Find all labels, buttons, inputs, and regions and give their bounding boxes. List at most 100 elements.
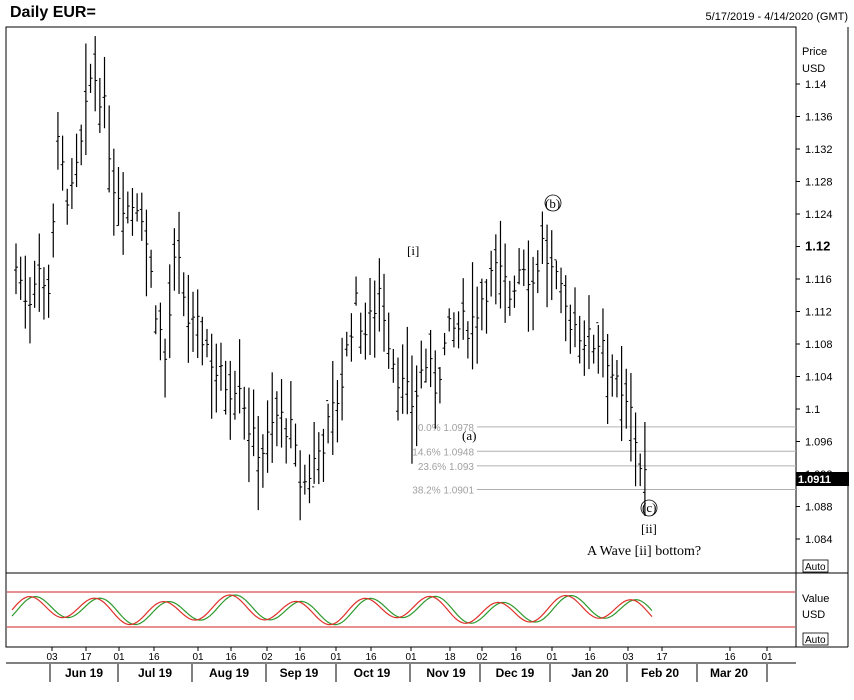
- ohlc-bar: [610, 354, 615, 397]
- ohlc-bar: [456, 311, 461, 349]
- ohlc-bar: [633, 412, 638, 487]
- price-axis-unit: USD: [802, 63, 825, 75]
- oscillator-k-line: [11, 594, 653, 626]
- ohlc-bar: [489, 250, 494, 297]
- month-label: Mar 20: [710, 666, 748, 680]
- ohlc-bar: [41, 267, 46, 320]
- wave-comment: A Wave [ii] bottom?: [587, 544, 701, 559]
- wave-label-i: [i]: [407, 243, 419, 258]
- ohlc-bar: [321, 428, 326, 482]
- price-tick-label: 1.116: [805, 274, 832, 286]
- day-tick-label: 16: [510, 652, 522, 663]
- fibonacci-levels: 0.0% 1.0978 14.6% 1.0948 23.6% 1.093 38.2% …: [412, 423, 796, 496]
- ohlc-bar: [624, 368, 629, 429]
- ohlc-bar: [130, 188, 135, 236]
- ohlc-bar: [470, 262, 475, 370]
- price-tick-label: 1.124: [805, 209, 833, 221]
- ohlc-bar: [312, 422, 317, 488]
- ohlc-bar: [14, 243, 18, 295]
- price-axis-ticks: 1.14 1.136 1.132 1.128 1.124 1.12 1.116 1.112 1.…: [796, 79, 833, 546]
- day-tick-label: 16: [724, 652, 736, 663]
- ohlc-bar: [88, 63, 93, 93]
- ohlc-bar: [414, 365, 419, 447]
- price-auto-label: Auto: [805, 562, 826, 573]
- ohlc-bar: [60, 135, 65, 191]
- day-tick-label: 17: [80, 652, 92, 663]
- price-tick-label: 1.084: [805, 534, 833, 546]
- ohlc-bar: [512, 275, 517, 308]
- ohlc-bar: [204, 328, 209, 358]
- ohlc-bar: [484, 279, 489, 334]
- ohlc-bar: [284, 418, 289, 464]
- price-pane-frame: [5, 26, 797, 574]
- price-auto-button[interactable]: [802, 559, 829, 573]
- ohlc-bar: [386, 312, 391, 369]
- last-price-value: 1.0911: [798, 474, 831, 486]
- ohlc-bar: [475, 286, 480, 364]
- ohlc-bar: [451, 312, 456, 348]
- ohlc-bar: [79, 124, 84, 166]
- ohlc-bar: [573, 287, 578, 348]
- ohlc-bar: [340, 337, 345, 421]
- ohlc-bar: [274, 391, 279, 447]
- wave-label-ii: [ii]: [641, 521, 657, 536]
- ohlc-bar: [372, 280, 377, 358]
- ohlc-bar: [423, 348, 428, 383]
- wave-label-c: (c): [642, 500, 656, 515]
- ohlc-bar: [554, 259, 559, 290]
- ohlc-bar: [55, 112, 60, 170]
- ohlc-bar: [158, 302, 163, 361]
- fib-level-label: 0.0% 1.0978: [418, 423, 475, 434]
- ohlc-bar: [540, 211, 545, 265]
- ohlc-bar: [330, 360, 335, 456]
- indicator-axis-unit: USD: [802, 609, 825, 621]
- ohlc-bar: [83, 43, 88, 156]
- price-tick-label: 1.128: [805, 177, 833, 189]
- ohlc-bar: [181, 272, 186, 317]
- ohlc-bar: [228, 360, 233, 440]
- price-tick-label: 1.096: [805, 437, 833, 449]
- ohlc-bar: [307, 454, 312, 504]
- ohlc-bar: [186, 274, 191, 363]
- ohlc-bar: [349, 313, 354, 362]
- ohlc-bar: [577, 315, 582, 364]
- ohlc-bar: [163, 338, 168, 398]
- ohlc-bar: [517, 248, 522, 285]
- ohlc-bar: [479, 278, 484, 331]
- ohlc-bar: [614, 359, 619, 398]
- day-tick-label: 18: [444, 652, 456, 663]
- price-tick-label: 1.104: [805, 372, 833, 384]
- ohlc-bar: [465, 321, 470, 359]
- ohlc-bar: [368, 277, 373, 355]
- month-label: Oct 19: [354, 666, 391, 680]
- ohlc-bar: [447, 308, 452, 332]
- day-tick-label: 01: [405, 652, 417, 663]
- day-tick-label: 02: [476, 652, 488, 663]
- ohlc-bar: [293, 423, 298, 467]
- ohlc-bar: [232, 370, 237, 420]
- day-tick-label: 16: [584, 652, 596, 663]
- ohlc-bar: [619, 345, 624, 442]
- ohlc-bar: [568, 304, 573, 354]
- ohlc-bar: [586, 295, 591, 370]
- price-axis-label: Price: [802, 46, 827, 58]
- ohlc-bar: [177, 211, 182, 294]
- x-axis-month-labels: Jun 19 Jul 19 Aug 19 Sep 19 Oct 19 Nov 19 Dec …: [49, 664, 768, 682]
- ohlc-bar: [256, 416, 261, 511]
- ohlc-bar: [582, 320, 587, 376]
- ohlc-bar: [288, 381, 293, 449]
- ohlc-bar: [316, 432, 321, 485]
- ohlc-bar: [111, 148, 116, 236]
- day-tick-label: 01: [761, 652, 773, 663]
- month-label: Sep 19: [280, 666, 319, 680]
- price-tick-label: 1.1: [805, 404, 820, 416]
- ohlc-bar: [242, 386, 247, 440]
- price-tick-label: 1.108: [805, 339, 833, 351]
- ohlc-bar: [298, 450, 303, 521]
- month-label: Jun 19: [65, 666, 103, 680]
- ohlc-bar: [559, 267, 564, 314]
- ohlc-bar: [191, 291, 196, 352]
- indicator-auto-button[interactable]: [802, 632, 829, 646]
- ohlc-bar: [591, 334, 596, 364]
